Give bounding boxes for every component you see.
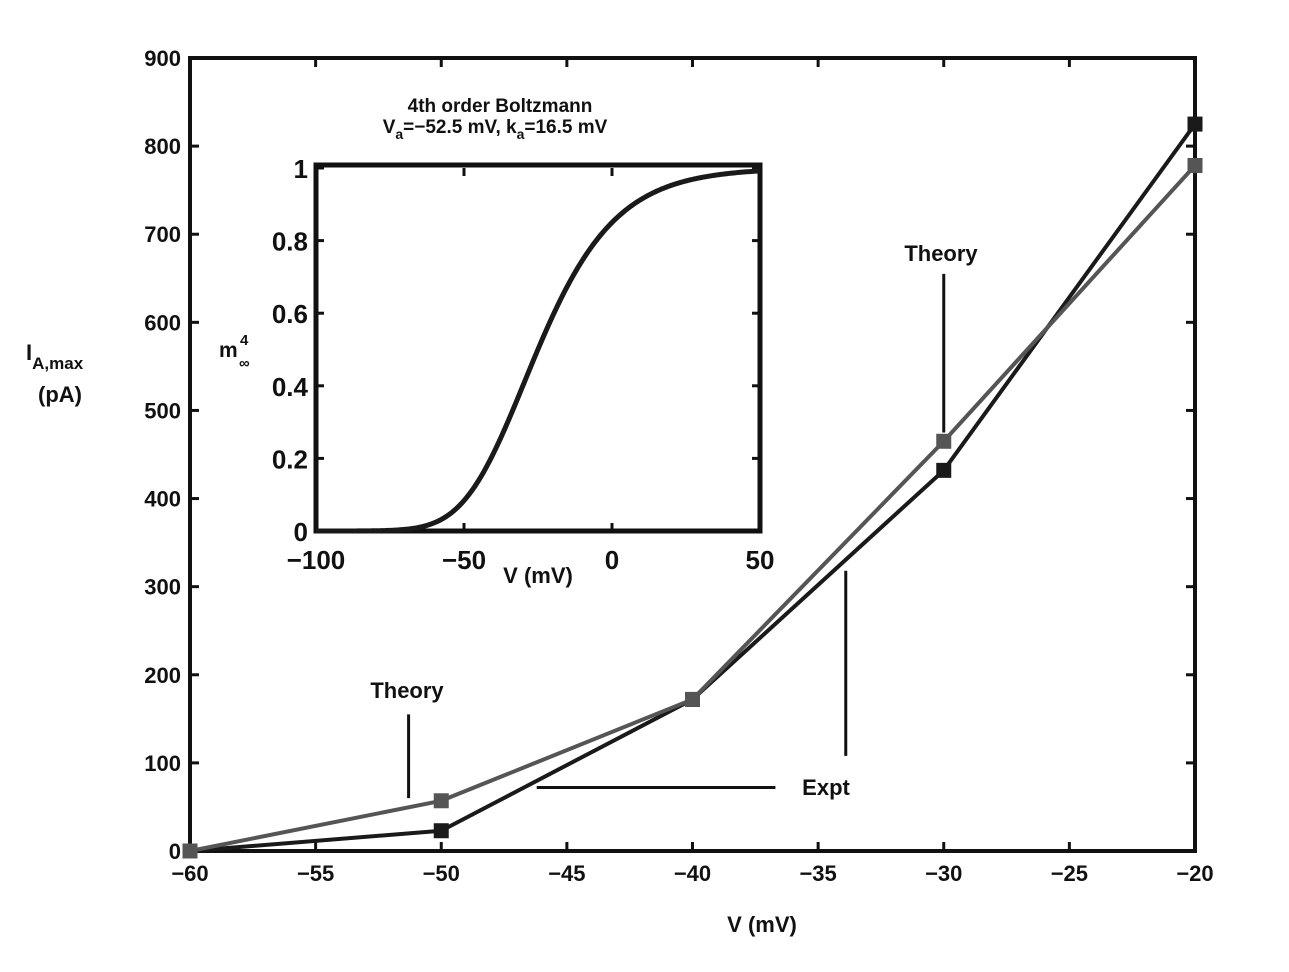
inset-title-v: V (383, 117, 396, 138)
marker-expt (433, 823, 449, 839)
inset-y-tick-label: 1 (294, 154, 308, 184)
main-y-tick-label: 400 (144, 487, 181, 512)
marker-theory (182, 843, 198, 859)
inset-x-tick-labels: −100 −50 0 50 (287, 545, 775, 575)
inset-y-tick-label: 0 (294, 517, 308, 547)
main-y-tick-label: 200 (144, 663, 181, 688)
annotation-theory-right: Theory (904, 241, 978, 266)
main-y-tick-label: 600 (144, 310, 181, 335)
annotation-expt: Expt (802, 775, 850, 800)
main-axis-ticks (188, 56, 1197, 853)
inset-y-tick-label: 0.2 (272, 444, 308, 474)
main-x-tick-label: −55 (297, 861, 334, 886)
marker-theory (936, 433, 952, 449)
main-y-axis-unit: (pA) (38, 382, 82, 407)
main-y-tick-label: 900 (144, 46, 181, 71)
inset-title-line1: 4th order Boltzmann (408, 96, 593, 117)
main-series-group (182, 116, 1203, 859)
main-x-tick-label: −20 (1176, 861, 1213, 886)
main-x-tick-label: −60 (171, 861, 208, 886)
inset-y-tick-label: 0.8 (272, 227, 308, 257)
inset-x-tick-label: 50 (746, 545, 775, 575)
main-y-tick-label: 100 (144, 751, 181, 776)
marker-theory (433, 793, 449, 809)
marker-theory (1187, 157, 1203, 173)
marker-expt (1187, 116, 1203, 132)
marker-theory (685, 691, 700, 707)
main-y-tick-label: 300 (144, 575, 181, 600)
main-y-tick-label: 700 (144, 222, 181, 247)
main-y-tick-label: 800 (144, 134, 181, 159)
inset-title-sub1: a (395, 126, 403, 142)
inset-axis-ticks (314, 166, 762, 533)
inset-title-sub2: a (517, 126, 525, 142)
main-x-tick-label: −50 (423, 861, 460, 886)
inset-title-mid: =−52.5 mV, k (403, 117, 517, 138)
inset-y-axis-label-sup: 4 (240, 332, 249, 349)
main-y-tick-labels: 0 100 200 300 400 500 600 700 800 900 (144, 46, 181, 864)
main-annotation-lines (407, 273, 946, 799)
main-x-tick-labels: −60 −55 −50 −45 −40 −35 −30 −25 −20 (171, 861, 1213, 886)
inset-y-tick-labels: 0 0.2 0.4 0.6 0.8 1 (272, 154, 309, 547)
inset-plot-frame (313, 162, 763, 534)
main-y-axis-label-main: I (26, 340, 32, 365)
main-x-tick-label: −35 (799, 861, 836, 886)
inset-y-tick-label: 0.6 (272, 299, 308, 329)
inset-x-tick-label: −100 (287, 545, 346, 575)
main-x-tick-label: −30 (925, 861, 962, 886)
main-x-tick-label: −45 (548, 861, 585, 886)
inset-y-axis-label-main: m (219, 339, 238, 362)
marker-expt (936, 462, 952, 478)
main-x-tick-label: −40 (674, 861, 711, 886)
main-y-axis-label-sub: A,max (32, 354, 84, 373)
inset-title-line2: Va=−52.5 mV, ka=16.5 mV (383, 117, 608, 142)
main-y-tick-label: 0 (169, 839, 181, 864)
main-y-axis-label: IA,max (26, 340, 84, 373)
annotation-theory-left: Theory (370, 678, 444, 703)
inset-y-axis-label: m 4 ∞ (219, 332, 250, 372)
inset-y-axis-label-sub: ∞ (239, 355, 250, 372)
main-y-tick-label: 500 (144, 398, 181, 423)
inset-x-tick-label: 0 (605, 545, 619, 575)
inset-boltzmann-curve (316, 168, 761, 534)
inset-x-axis-label: V (mV) (503, 563, 573, 588)
inset-y-tick-label: 0.4 (272, 372, 309, 402)
main-x-tick-label: −25 (1051, 861, 1088, 886)
inset-title-end: =16.5 mV (524, 117, 607, 138)
main-x-axis-label: V (mV) (727, 912, 797, 937)
inset-x-tick-label: −50 (442, 545, 486, 575)
